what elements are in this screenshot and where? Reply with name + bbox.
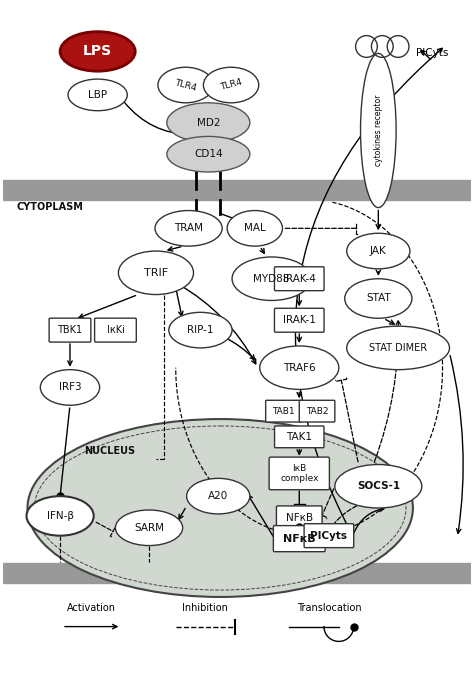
Text: TAB2: TAB2: [306, 407, 328, 415]
Text: TAB1: TAB1: [272, 407, 295, 415]
Text: PICyts: PICyts: [310, 530, 347, 541]
Ellipse shape: [260, 346, 339, 390]
Ellipse shape: [335, 464, 422, 508]
Text: STAT DIMER: STAT DIMER: [369, 343, 427, 353]
Text: Translocation: Translocation: [297, 602, 361, 613]
Ellipse shape: [227, 211, 283, 246]
Text: TRAF6: TRAF6: [283, 362, 316, 373]
FancyBboxPatch shape: [49, 318, 91, 342]
Ellipse shape: [68, 79, 128, 111]
Text: IкB
complex: IкB complex: [280, 464, 319, 483]
Text: IRF3: IRF3: [59, 382, 82, 392]
Ellipse shape: [158, 67, 213, 103]
FancyBboxPatch shape: [265, 401, 301, 422]
Text: SOCS-1: SOCS-1: [357, 481, 400, 491]
Text: SARM: SARM: [134, 523, 164, 532]
Ellipse shape: [346, 326, 449, 370]
Ellipse shape: [187, 478, 250, 514]
Text: IкKi: IкKi: [107, 325, 124, 335]
Text: TLR4: TLR4: [173, 78, 198, 92]
Text: IFN-β: IFN-β: [46, 511, 73, 521]
Ellipse shape: [27, 496, 94, 536]
Text: TRIF: TRIF: [144, 268, 168, 278]
Text: IRAK-4: IRAK-4: [283, 274, 316, 284]
Text: JAK: JAK: [370, 246, 387, 256]
Ellipse shape: [169, 312, 232, 348]
Text: Activation: Activation: [67, 602, 116, 613]
FancyBboxPatch shape: [274, 426, 324, 447]
FancyBboxPatch shape: [273, 526, 325, 551]
FancyBboxPatch shape: [304, 524, 354, 547]
Text: NUCLEUS: NUCLEUS: [84, 445, 135, 456]
Bar: [3, 563, 471, 583]
Ellipse shape: [203, 67, 259, 103]
Ellipse shape: [232, 257, 311, 301]
Text: TAK1: TAK1: [286, 432, 312, 442]
Text: PICyts: PICyts: [417, 48, 449, 58]
Ellipse shape: [361, 54, 396, 207]
Text: MAL: MAL: [244, 223, 265, 233]
Text: RIP-1: RIP-1: [187, 325, 214, 335]
Text: TRAM: TRAM: [174, 223, 203, 233]
Bar: [3, 180, 471, 200]
FancyBboxPatch shape: [274, 267, 324, 290]
Ellipse shape: [346, 233, 410, 269]
Text: TBK1: TBK1: [57, 325, 82, 335]
FancyBboxPatch shape: [299, 401, 335, 422]
Text: Inhibition: Inhibition: [182, 602, 228, 613]
Ellipse shape: [345, 279, 412, 318]
Text: IRAK-1: IRAK-1: [283, 316, 316, 325]
Ellipse shape: [167, 137, 250, 172]
FancyBboxPatch shape: [274, 308, 324, 333]
Ellipse shape: [60, 32, 135, 71]
Ellipse shape: [27, 419, 413, 597]
Text: LPS: LPS: [83, 44, 112, 58]
FancyBboxPatch shape: [95, 318, 137, 342]
Ellipse shape: [40, 370, 100, 405]
Text: MD2: MD2: [197, 118, 220, 128]
Text: CYTOPLASM: CYTOPLASM: [17, 201, 83, 211]
FancyBboxPatch shape: [269, 457, 329, 490]
Ellipse shape: [167, 103, 250, 142]
FancyBboxPatch shape: [276, 506, 322, 530]
Text: A20: A20: [208, 491, 228, 501]
Text: cytokines receptor: cytokines receptor: [374, 95, 383, 166]
Ellipse shape: [118, 251, 193, 294]
Text: STAT: STAT: [366, 294, 391, 303]
Text: TLR4: TLR4: [219, 78, 243, 92]
Text: CD14: CD14: [194, 149, 223, 159]
Ellipse shape: [155, 211, 222, 246]
Text: MYD88: MYD88: [254, 274, 290, 284]
Text: NFкB: NFкB: [283, 534, 316, 543]
Text: NFкB: NFкB: [286, 513, 313, 523]
Ellipse shape: [116, 510, 182, 545]
Text: LBP: LBP: [88, 90, 107, 100]
